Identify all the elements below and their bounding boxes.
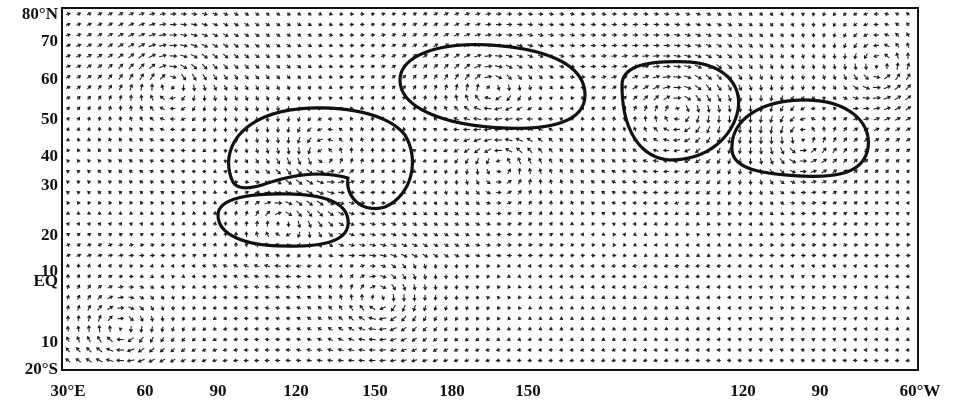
y-label: EQ [33, 271, 58, 290]
x-label: 180 [439, 381, 465, 400]
x-label: 90 [812, 381, 829, 400]
x-label: 150 [362, 381, 388, 400]
y-label: 50 [41, 109, 58, 128]
y-label: 10 [41, 332, 58, 351]
x-label: 90 [210, 381, 227, 400]
y-label: 30 [41, 175, 58, 194]
x-label: 60 [137, 381, 154, 400]
y-label: 70 [41, 31, 58, 50]
x-label: 30°E [50, 381, 85, 400]
y-label: 80°N [22, 4, 59, 23]
y-label: 60 [41, 69, 58, 88]
x-label: 60°W [900, 381, 941, 400]
y-label: 40 [41, 146, 58, 165]
wind-map: 80°N70605040302010EQ1020°S 30°E609012015… [0, 0, 958, 406]
y-label: 20°S [25, 359, 58, 378]
y-label: 20 [41, 225, 58, 244]
x-label: 120 [730, 381, 756, 400]
x-label: 120 [283, 381, 309, 400]
x-label: 150 [515, 381, 541, 400]
